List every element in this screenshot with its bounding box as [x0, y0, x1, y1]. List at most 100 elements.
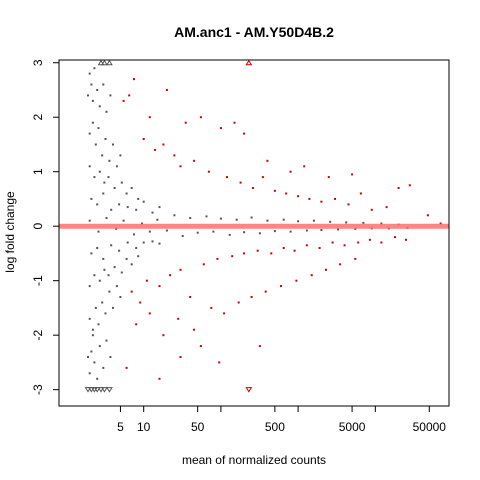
data-point [98, 279, 101, 282]
data-point [87, 94, 89, 97]
significant-point [237, 301, 240, 304]
clipped-down-marker [93, 387, 101, 393]
data-point [165, 229, 168, 232]
data-point [158, 206, 161, 209]
significant-point [162, 334, 165, 337]
significant-point [148, 116, 151, 119]
y-tick-label: 2 [31, 114, 45, 121]
significant-point [295, 279, 298, 282]
y-tick-label: 1 [31, 168, 45, 175]
data-point [156, 218, 159, 221]
significant-point [210, 306, 213, 309]
significant-point [148, 312, 151, 315]
significant-point [128, 94, 131, 97]
data-point [105, 110, 108, 113]
significant-point [219, 127, 222, 130]
x-tick-label: 50 [191, 420, 205, 434]
data-point [151, 240, 154, 243]
data-point [88, 317, 91, 320]
data-point [250, 216, 253, 219]
data-point [107, 274, 110, 277]
data-point [120, 181, 123, 184]
significant-point [308, 197, 311, 200]
data-point [135, 247, 138, 249]
data-point [119, 154, 122, 157]
data-point [320, 229, 323, 231]
data-point [228, 233, 231, 236]
significant-point [243, 252, 246, 255]
clipped-down-marker [97, 387, 105, 393]
data-point [93, 361, 96, 364]
data-point [362, 221, 365, 224]
data-point [90, 83, 93, 86]
data-point [94, 306, 97, 309]
data-point [142, 200, 145, 203]
data-point [104, 312, 107, 315]
plot-frame [58, 59, 450, 407]
significant-point [426, 214, 429, 217]
significant-point [357, 241, 360, 244]
data-point [102, 366, 105, 369]
data-point [181, 235, 184, 237]
significant-point [270, 252, 273, 255]
significant-point [233, 121, 236, 124]
data-point [266, 219, 269, 222]
data-point [113, 266, 116, 269]
data-point [88, 372, 91, 375]
x-tick-label: 5000 [339, 420, 366, 434]
data-point [115, 165, 118, 168]
significant-point [158, 377, 161, 380]
significant-point [184, 121, 187, 124]
x-tick-label: 50000 [413, 420, 447, 434]
y-axis-label: log fold change [3, 191, 17, 273]
data-point [115, 285, 118, 288]
significant-point [193, 159, 196, 162]
x-axis-label: mean of normalized counts [182, 453, 326, 467]
significant-point [158, 285, 161, 288]
data-point [90, 350, 93, 353]
data-point [130, 187, 133, 189]
significant-point [397, 187, 400, 189]
data-point [110, 208, 113, 211]
data-point [219, 217, 222, 220]
significant-point [243, 132, 246, 135]
data-point [120, 271, 123, 274]
data-point [90, 252, 93, 255]
significant-point [351, 173, 354, 176]
significant-point [162, 143, 165, 146]
significant-point [405, 238, 407, 241]
significant-point [133, 78, 135, 81]
data-point [88, 219, 91, 222]
x-tick-label: 10 [137, 420, 151, 434]
data-point [345, 221, 348, 224]
x-tick-label: 5 [117, 420, 124, 434]
data-point [93, 274, 96, 277]
data-point [98, 345, 101, 348]
x-axis: 5 10 50 500 5000 50000 [117, 406, 446, 434]
data-point [125, 192, 128, 195]
significant-point [226, 176, 228, 179]
data-point [88, 165, 91, 168]
data-point [105, 339, 108, 342]
significant-point [231, 255, 234, 258]
data-point [119, 296, 122, 298]
data-point [112, 143, 114, 146]
significant-point [264, 290, 267, 293]
data-point [103, 181, 106, 184]
data-point [88, 72, 91, 75]
data-point [91, 334, 94, 337]
significant-point [179, 356, 182, 358]
data-point [137, 255, 140, 258]
data-point [109, 356, 112, 358]
significant-point [177, 317, 180, 320]
clipped-up-marker [106, 59, 113, 66]
significant-point [199, 345, 202, 348]
data-point [258, 232, 261, 235]
data-point [289, 230, 292, 233]
significant-point [359, 192, 362, 195]
data-point [91, 99, 94, 102]
data-point [337, 228, 340, 231]
data-point [148, 230, 151, 233]
data-point [98, 105, 101, 108]
significant-point [280, 285, 282, 288]
